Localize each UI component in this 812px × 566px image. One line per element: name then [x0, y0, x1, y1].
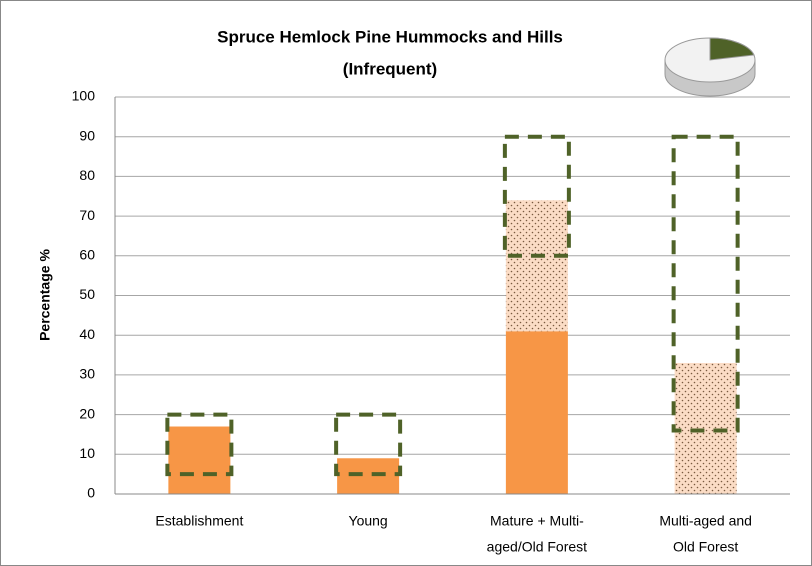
x-tick-label: Multi-aged and — [659, 513, 752, 529]
bar-segment — [505, 331, 568, 494]
y-tick-label: 50 — [79, 286, 95, 302]
x-tick-label: aged/Old Forest — [487, 539, 587, 555]
bar-segment — [505, 200, 568, 332]
y-tick-label: 100 — [72, 88, 96, 104]
y-tick-label: 30 — [79, 366, 95, 382]
y-tick-label: 80 — [79, 167, 95, 183]
x-tick-label: Mature + Multi- — [490, 513, 584, 529]
x-tick-label: Old Forest — [673, 539, 738, 555]
range-box — [671, 134, 740, 433]
y-tick-label: 20 — [79, 405, 95, 421]
chart-subtitle: (Infrequent) — [343, 59, 437, 78]
y-axis-label: Percentage % — [37, 249, 53, 341]
y-tick-label: 90 — [79, 127, 95, 143]
y-tick-label: 70 — [79, 207, 95, 223]
bar-segment — [337, 458, 400, 494]
range-box — [502, 134, 571, 258]
x-tick-label: Young — [349, 513, 388, 529]
pie-icon — [664, 37, 756, 97]
range-box — [334, 412, 403, 477]
y-tick-label: 10 — [79, 445, 95, 461]
y-tick-label: 40 — [79, 326, 95, 342]
bar-segment — [168, 426, 231, 494]
y-tick-label: 0 — [87, 485, 95, 501]
y-tick-label: 60 — [79, 247, 95, 263]
range-box — [165, 412, 234, 477]
chart-title: Spruce Hemlock Pine Hummocks and Hills — [217, 27, 563, 46]
x-tick-label: Establishment — [155, 513, 243, 529]
